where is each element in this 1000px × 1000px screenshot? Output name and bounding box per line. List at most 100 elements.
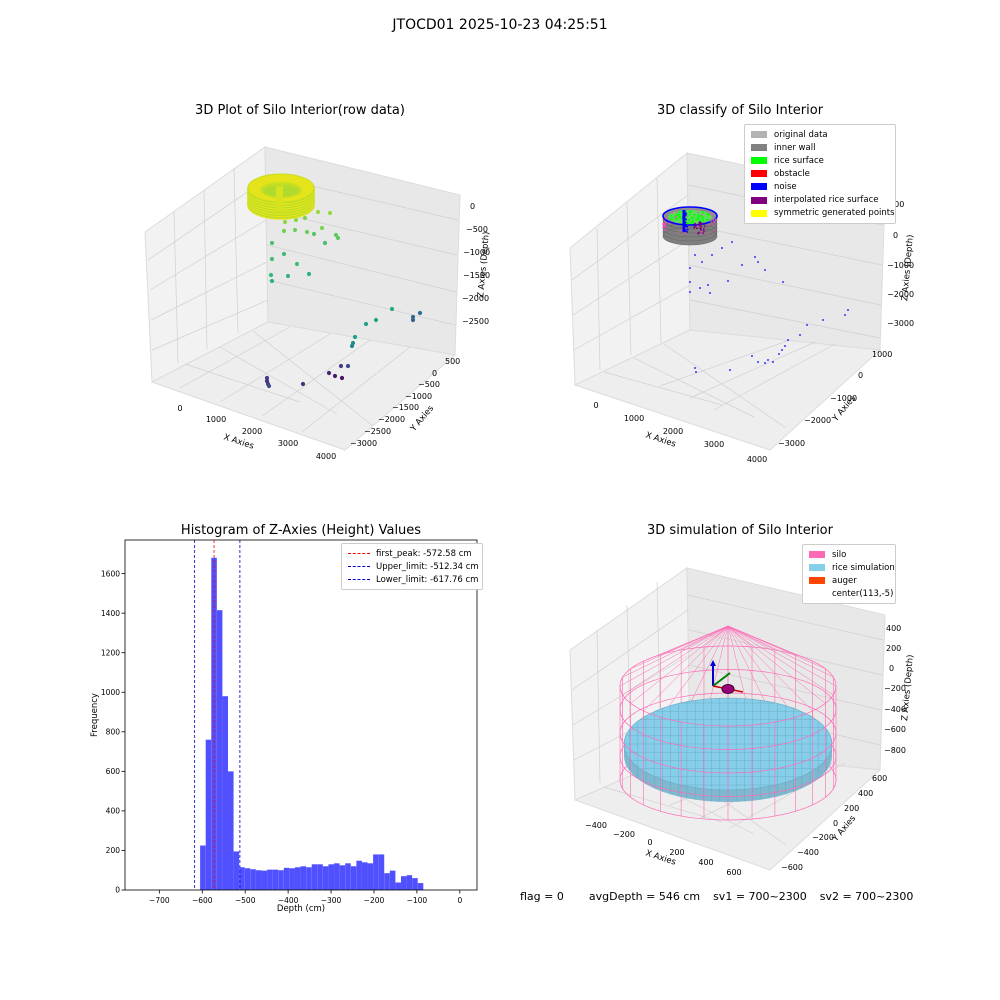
rice-surface-point (697, 216, 700, 219)
scatter-point (315, 209, 321, 215)
silo-roof-line (703, 625, 729, 648)
y-tick: 1600 (101, 569, 120, 578)
noise-cluster-point (685, 225, 688, 228)
histogram-bar (272, 869, 279, 890)
simulation-legend: silo rice simulation auger center(113,-5… (802, 544, 896, 605)
x-tick: −100 (407, 896, 428, 905)
noise-point (751, 355, 753, 357)
silo-ring-back (619, 669, 837, 710)
legend-label: rice surface (774, 155, 824, 166)
y-tick: −1500 (392, 403, 419, 412)
histogram-bar (200, 845, 206, 890)
histogram-bar (283, 867, 290, 890)
sv2-text: sv2 = 700~2300 (819, 890, 914, 903)
interpolated-point (712, 223, 715, 226)
noise-point (694, 254, 696, 256)
scatter-point (294, 261, 300, 267)
interpolated-point (693, 226, 695, 229)
interpolated-point (679, 229, 682, 232)
silo-roof-line (727, 625, 826, 669)
legend-swatch (809, 590, 825, 598)
scatter-point (333, 232, 339, 238)
silo-roof-line (727, 625, 813, 662)
z-tick-labels: 0 −500 −1000 −1500 −2000 −2500 (462, 202, 490, 326)
interpolated-point (703, 225, 706, 228)
y-tick: 200 (844, 804, 859, 813)
interpolated-point (699, 227, 702, 230)
histogram-bar (278, 870, 284, 890)
rice-surface-point (675, 217, 678, 220)
interpolated-point (697, 225, 699, 228)
silo-roof-line (622, 625, 729, 696)
interpolated-point (663, 220, 666, 223)
noise-point (731, 241, 733, 243)
noise-point (764, 362, 766, 364)
x-tick-labels: 0 1000 2000 3000 4000 (177, 404, 336, 461)
interpolated-point (712, 219, 715, 222)
classified-silo (662, 206, 718, 246)
x-tick: −500 (235, 896, 256, 905)
legend-label: obstacle (774, 168, 810, 179)
histogram-bar (244, 868, 251, 890)
interpolated-point (677, 231, 680, 234)
z-tick: −500 (466, 225, 488, 234)
noise-point (757, 261, 759, 263)
z-tick: 200 (886, 644, 901, 653)
grid-line (688, 629, 883, 676)
rice-surface-point (708, 213, 711, 216)
rice-surface-point (695, 218, 698, 221)
noise-point (721, 247, 723, 249)
y-tick: 0 (115, 886, 120, 895)
interpolated-point (662, 222, 664, 225)
panel2-title: 3D classify of Silo Interior (656, 103, 824, 118)
panel1-title: 3D Plot of Silo Interior(row data) (195, 103, 405, 118)
raw-scatter-points (264, 205, 423, 389)
y-tick: 400 (106, 807, 121, 816)
interpolated-point (662, 226, 664, 229)
z-tick: −1500 (463, 271, 490, 280)
interpolated-point (693, 225, 696, 228)
classify-legend: original data inner wall rice surface ob… (744, 124, 896, 224)
x-tick: 0 (177, 404, 182, 413)
noise-point (782, 281, 784, 283)
rice-surface-point (688, 210, 691, 213)
noise-point (707, 284, 709, 286)
y-tick-labels: 500 0 −500 −1000 −1500 −2000 −2500 −3000 (350, 357, 460, 448)
legend-item: original data (751, 128, 889, 141)
rice-surface-point (706, 219, 709, 222)
noise-point (778, 353, 780, 355)
y-tick: −2000 (804, 416, 831, 425)
noise-point (729, 369, 731, 371)
interpolated-point (707, 224, 710, 227)
rice-surface-point (670, 214, 673, 217)
rice-surface-point (670, 217, 673, 220)
scatter-point (335, 235, 341, 241)
rice-surface-point (691, 219, 694, 222)
z-tick: −3000 (887, 319, 914, 328)
noise-point (772, 361, 774, 363)
noise-point (711, 254, 713, 256)
y-tick: 800 (106, 728, 121, 737)
classify-3d-plot: 0 1000 2000 3000 4000 X Axies 1000 0 −10… (569, 151, 916, 464)
scatter-point (304, 229, 310, 235)
interpolated-point (709, 213, 712, 216)
noise-point (689, 267, 691, 269)
x-tick: 3000 (278, 439, 298, 448)
y-tick: −500 (418, 380, 440, 389)
scatter-point (410, 317, 416, 323)
histogram-bar (406, 875, 413, 890)
silo-ring-front (619, 756, 837, 797)
interpolated-point (713, 221, 716, 224)
grid-line (689, 299, 881, 339)
y-axis-label: Y Axies (830, 813, 858, 844)
x-tick-labels: −700 −600 −500 −400 −300 −200 −100 0 (149, 890, 462, 905)
grid-lines (147, 167, 459, 433)
silo-roof-line (619, 625, 729, 687)
scatter-point (293, 217, 299, 223)
interpolated-point (666, 226, 669, 228)
silo-roof-line (630, 625, 729, 704)
legend-item: auger (809, 574, 889, 587)
histogram-bar (384, 873, 390, 890)
x-tick: 3000 (704, 440, 724, 449)
legend-label: auger (832, 575, 857, 586)
